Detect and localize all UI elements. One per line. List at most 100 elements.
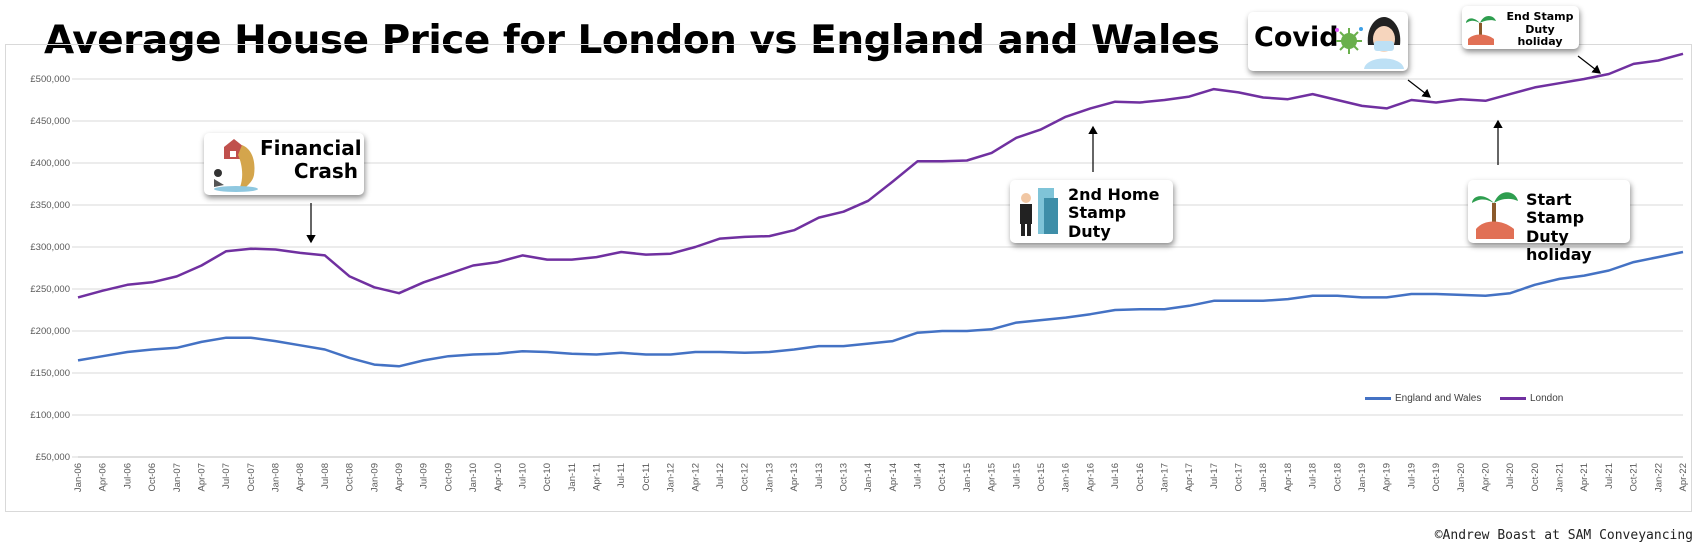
legend-label-london: London [1530,393,1564,404]
x-tick-label: Jul-15 [1011,463,1022,489]
x-tick-label: Jan-09 [369,463,380,492]
x-tick-label: Apr-06 [98,463,109,492]
y-tick-label: £100,000 [30,410,70,421]
x-tick-label: Oct-08 [345,463,356,492]
x-tick-label: Jul-07 [221,463,232,489]
x-tick-label: Oct-11 [641,463,652,491]
house-collapse-icon [214,139,258,192]
x-tick-label: Jul-06 [122,463,133,489]
x-tick-label: Oct-17 [1234,463,1245,492]
x-tick-label: Apr-14 [888,463,899,492]
x-tick-label: Jan-18 [1258,463,1269,492]
masked-woman-icon [1364,17,1404,69]
x-tick-label: Jul-12 [715,463,726,489]
x-tick-label: Apr-21 [1579,463,1590,492]
y-tick-label: £250,000 [30,284,70,295]
callout-second-home: 2nd Home Stamp Duty [1010,180,1173,243]
callout-end-stamp: End Stamp Duty holiday [1462,6,1579,49]
legend-swatch-london [1500,397,1526,400]
legend-london: London [1500,393,1563,404]
legend-england-wales: England and Wales [1365,393,1481,404]
x-tick-label: Apr-11 [592,463,603,491]
y-axis-ticks: £50,000 £100,000 £150,000 £200,000 £250,000 £… [30,74,70,463]
x-tick-label: Jul-19 [1406,463,1417,489]
x-tick-label: Jan-12 [666,463,677,492]
x-tick-label: Jul-11 [616,463,627,488]
x-tick-label: Jan-17 [1159,463,1170,492]
chart-area [5,44,1692,512]
x-tick-label: Oct-06 [147,463,158,492]
x-tick-label: Jan-14 [863,463,874,492]
x-tick-label: Jan-07 [172,463,183,492]
arrow-end-stamp [1577,55,1601,74]
x-tick-label: Oct-15 [1036,463,1047,492]
x-tick-label: Apr-19 [1382,463,1393,492]
y-tick-label: £350,000 [30,200,70,211]
series-lines [77,52,1684,368]
callout-start-stamp: Start Stamp Duty holiday [1468,180,1630,264]
series-line-england-and-wales [77,250,1684,368]
x-tick-label: Apr-13 [789,463,800,492]
palm-beach-icon [1466,16,1496,45]
callout-covid-text: Covid [1254,22,1339,53]
x-tick-label: Apr-22 [1678,463,1689,492]
y-tick-label: £500,000 [30,74,70,85]
x-tick-label: Jan-21 [1555,463,1566,492]
x-tick-label: Oct-12 [740,463,751,492]
gridlines [72,78,1683,458]
series-line-london [77,52,1684,299]
x-tick-label: Jan-06 [73,463,84,492]
x-tick-label: Apr-18 [1283,463,1294,492]
x-tick-label: Oct-18 [1332,463,1343,492]
x-tick-label: Jan-08 [271,463,282,492]
x-tick-label: Jul-13 [814,463,825,489]
x-tick-label: Jul-20 [1505,463,1516,489]
x-tick-label: Jul-21 [1604,463,1615,489]
y-tick-label: £450,000 [30,116,70,127]
x-tick-label: Oct-16 [1135,463,1146,492]
legend-swatch-england-wales [1365,397,1391,400]
x-tick-label: Jan-19 [1357,463,1368,492]
callout-second-home-text: 2nd Home Stamp Duty [1068,185,1160,241]
x-tick-label: Apr-16 [1085,463,1096,492]
y-tick-label: £50,000 [36,452,70,463]
y-tick-label: £150,000 [30,368,70,379]
x-tick-label: Apr-09 [394,463,405,492]
x-tick-label: Jan-20 [1456,463,1467,492]
y-tick-label: £400,000 [30,158,70,169]
x-tick-label: Oct-07 [246,463,257,492]
x-tick-label: Oct-19 [1431,463,1442,492]
palm-beach-icon [1472,192,1518,239]
x-tick-label: Apr-10 [493,463,504,492]
x-tick-label: Jan-22 [1653,463,1664,492]
x-tick-label: Apr-12 [690,463,701,492]
x-tick-label: Jul-10 [517,463,528,489]
x-axis-ticks: Jan-06 Apr-06 Jul-06 Oct-06 Jan-07 Apr-07 Jul-… [73,463,1689,492]
arrow-covid [1407,79,1431,98]
x-tick-label: Oct-20 [1530,463,1541,492]
x-tick-label: Apr-17 [1184,463,1195,492]
chart-title: Average House Price for London vs Englan… [44,18,1220,63]
callout-start-stamp-text: Start Stamp Duty holiday [1526,190,1592,265]
x-tick-label: Oct-21 [1629,463,1640,492]
callout-covid: Covid [1248,12,1408,71]
x-tick-label: Apr-15 [987,463,998,492]
callout-financial-crash-text: Financial Crash [260,136,362,183]
building-agent-icon [1020,188,1058,236]
x-tick-label: Jan-11 [567,463,578,491]
x-tick-label: Apr-08 [295,463,306,492]
x-tick-label: Oct-14 [937,463,948,492]
annotation-arrows [306,55,1601,244]
callout-financial-crash: Financial Crash [204,133,364,195]
callout-end-stamp-text: End Stamp Duty holiday [1506,10,1574,49]
y-tick-label: £300,000 [30,242,70,253]
x-tick-label: Jan-15 [962,463,973,492]
legend-label-england-wales: England and Wales [1395,393,1482,404]
x-tick-label: Jan-16 [1061,463,1072,492]
credit-text: ©Andrew Boast at SAM Conveyancing [1434,528,1693,543]
x-tick-label: Jul-14 [913,463,924,489]
x-tick-label: Jul-16 [1110,463,1121,489]
x-tick-label: Apr-07 [196,463,207,492]
x-tick-label: Jul-17 [1209,463,1220,489]
virus-icon [1335,27,1363,54]
